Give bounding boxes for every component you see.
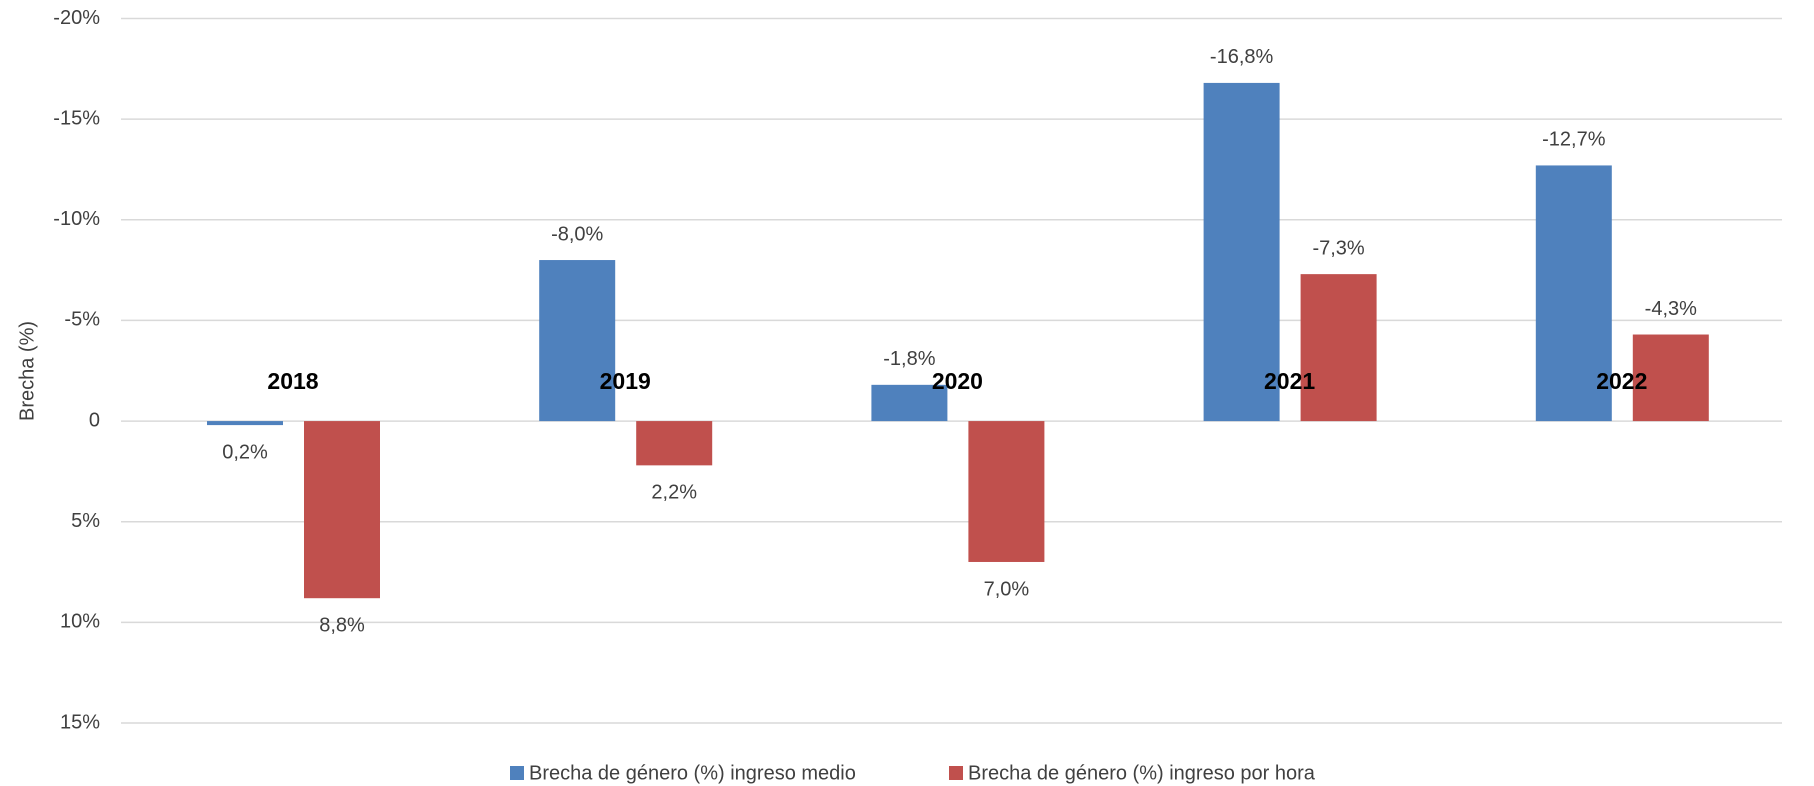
y-tick-label: 0 [89,409,100,431]
data-label: 2,2% [651,482,697,504]
bar [871,384,948,422]
data-label: 8,8% [319,614,365,636]
data-label: -7,3% [1312,237,1364,259]
y-tick-label: -5% [64,309,100,331]
bar [304,421,380,599]
bar [1632,334,1709,422]
legend-swatch [510,766,524,780]
data-label: -1,8% [883,348,935,370]
bar [1300,274,1377,422]
y-tick-label: -10% [53,208,100,230]
y-tick-label: 15% [60,711,100,733]
y-tick-label: 5% [71,510,100,532]
x-tick-label: 2019 [600,368,651,394]
x-tick-label: 2022 [1596,368,1647,394]
data-label: -4,3% [1645,298,1697,320]
y-tick-label: 10% [60,611,100,633]
x-tick-label: 2020 [932,368,983,394]
legend-label: Brecha de género (%) ingreso por hora [968,762,1316,784]
bar [636,421,713,466]
bar [207,421,283,426]
x-tick-label: 2018 [267,368,318,394]
data-label: 0,2% [222,441,268,463]
legend-label: Brecha de género (%) ingreso medio [529,762,856,784]
data-label: -12,7% [1542,129,1606,151]
bar [968,421,1045,562]
bar [1535,165,1612,422]
y-tick-label: -20% [53,7,100,29]
data-label: -16,8% [1210,46,1274,68]
data-label: -8,0% [551,223,603,245]
bar [539,260,616,422]
y-tick-label: -15% [53,107,100,129]
y-axis-label: Brecha (%) [16,321,38,421]
data-label: 7,0% [984,578,1030,600]
bar [1203,82,1280,422]
legend-swatch [949,766,963,780]
x-tick-label: 2021 [1264,368,1315,394]
